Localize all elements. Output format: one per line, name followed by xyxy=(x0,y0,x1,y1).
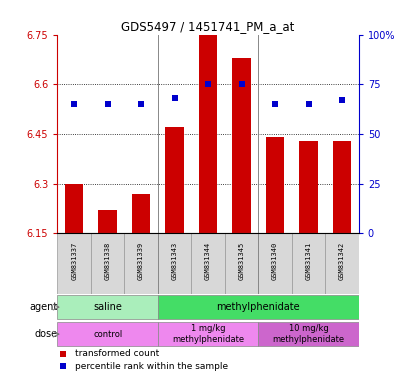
Bar xyxy=(57,295,157,319)
Bar xyxy=(132,194,150,233)
Bar xyxy=(57,233,91,294)
Bar xyxy=(57,322,157,346)
Bar xyxy=(98,210,117,233)
Text: dose: dose xyxy=(34,329,57,339)
Bar xyxy=(198,35,217,233)
Bar xyxy=(124,233,157,294)
Text: GSM831339: GSM831339 xyxy=(138,242,144,280)
Text: GSM831340: GSM831340 xyxy=(272,242,277,280)
Text: control: control xyxy=(93,329,122,339)
Bar xyxy=(299,141,317,233)
Title: GDS5497 / 1451741_PM_a_at: GDS5497 / 1451741_PM_a_at xyxy=(121,20,294,33)
Text: saline: saline xyxy=(93,302,122,312)
Bar xyxy=(324,233,358,294)
Bar xyxy=(265,137,283,233)
Bar xyxy=(65,184,83,233)
Text: 10 mg/kg
methylphenidate: 10 mg/kg methylphenidate xyxy=(272,324,344,344)
Bar xyxy=(291,233,324,294)
Bar xyxy=(191,233,224,294)
Text: transformed count: transformed count xyxy=(75,349,160,358)
Bar xyxy=(258,233,291,294)
Text: agent: agent xyxy=(29,302,57,312)
Text: 1 mg/kg
methylphenidate: 1 mg/kg methylphenidate xyxy=(172,324,243,344)
Text: GSM831342: GSM831342 xyxy=(338,242,344,280)
Text: GSM831343: GSM831343 xyxy=(171,242,177,280)
Bar xyxy=(258,322,358,346)
Text: GSM831345: GSM831345 xyxy=(238,242,244,280)
Text: percentile rank within the sample: percentile rank within the sample xyxy=(75,362,228,371)
Bar xyxy=(165,127,183,233)
Bar xyxy=(332,141,351,233)
Bar xyxy=(91,233,124,294)
Bar xyxy=(157,322,258,346)
Text: GSM831344: GSM831344 xyxy=(204,242,211,280)
Bar xyxy=(224,233,258,294)
Bar xyxy=(157,233,191,294)
Bar xyxy=(232,58,250,233)
Text: GSM831337: GSM831337 xyxy=(71,242,77,280)
Bar xyxy=(157,295,358,319)
Text: methylphenidate: methylphenidate xyxy=(216,302,299,312)
Text: GSM831338: GSM831338 xyxy=(104,242,110,280)
Text: GSM831341: GSM831341 xyxy=(305,242,311,280)
